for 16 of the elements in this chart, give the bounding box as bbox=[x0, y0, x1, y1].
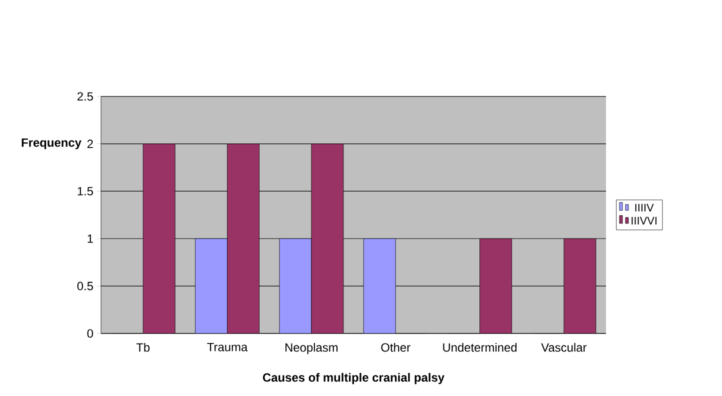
x-tick-label: Tb bbox=[136, 342, 150, 352]
y-tick-label: 2.5 bbox=[77, 92, 93, 101]
y-axis-title: Frequency bbox=[22, 138, 82, 150]
x-tick-label: Other bbox=[381, 342, 410, 352]
legend-label: IIIIV bbox=[635, 204, 654, 212]
y-tick-label: 1 bbox=[88, 234, 93, 243]
y-tick-label: 0.5 bbox=[77, 282, 93, 290]
y-tick-label: 0 bbox=[87, 329, 94, 338]
y-tick-label: 2 bbox=[87, 140, 93, 148]
x-tick-label: Undetermined bbox=[443, 342, 517, 352]
legend-label: IIIVVI bbox=[632, 216, 656, 224]
x-tick-label: Trauma bbox=[207, 342, 248, 352]
y-tick-label: 1.5 bbox=[78, 187, 93, 196]
x-tick-label: Neoplasm bbox=[285, 342, 338, 354]
x-axis-title: Causes of multiple cranial palsy bbox=[262, 372, 444, 384]
x-tick-label: Vascular bbox=[541, 342, 587, 352]
